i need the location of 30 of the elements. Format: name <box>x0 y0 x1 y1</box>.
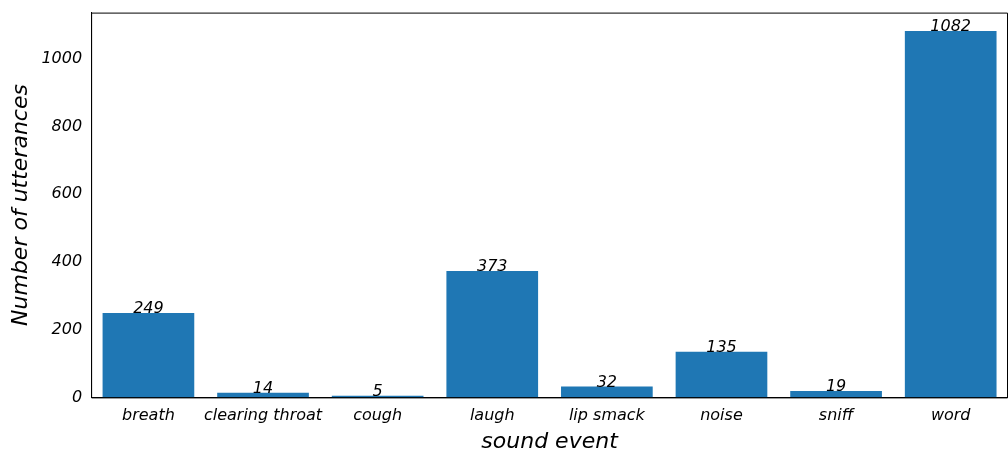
y-tick-label: 0 <box>71 386 83 406</box>
x-tick-label: cough <box>353 405 403 425</box>
data-label: 249 <box>133 298 164 318</box>
y-tick-label: 400 <box>51 251 83 271</box>
y-tick-label: 1000 <box>41 47 83 67</box>
bar <box>790 390 882 398</box>
x-axis-title: sound event <box>481 427 620 453</box>
y-tick-label: 800 <box>51 115 83 135</box>
data-label: 135 <box>706 336 737 356</box>
bar <box>446 271 539 398</box>
data-label: 32 <box>596 371 618 391</box>
x-tick-label: word <box>930 405 972 425</box>
x-tick-label: lip smack <box>568 405 646 425</box>
x-tick-label: sniff <box>818 405 856 425</box>
bar <box>675 351 768 398</box>
bar <box>102 313 195 398</box>
y-tick-label: 200 <box>51 318 83 338</box>
data-label: 19 <box>825 376 847 396</box>
x-tick-label: breath <box>122 405 175 425</box>
bar <box>904 30 997 398</box>
x-tick-label: laugh <box>469 405 515 425</box>
x-tick-label: noise <box>700 405 743 425</box>
data-label: 14 <box>252 377 274 397</box>
data-label: 373 <box>476 256 508 276</box>
y-axis-title: Number of utterances <box>6 84 32 326</box>
data-label: 5 <box>372 380 383 400</box>
x-tick-label: clearing throat <box>203 405 323 425</box>
y-tick-label: 600 <box>51 183 83 203</box>
bar <box>561 386 653 398</box>
data-label: 1082 <box>930 16 972 36</box>
